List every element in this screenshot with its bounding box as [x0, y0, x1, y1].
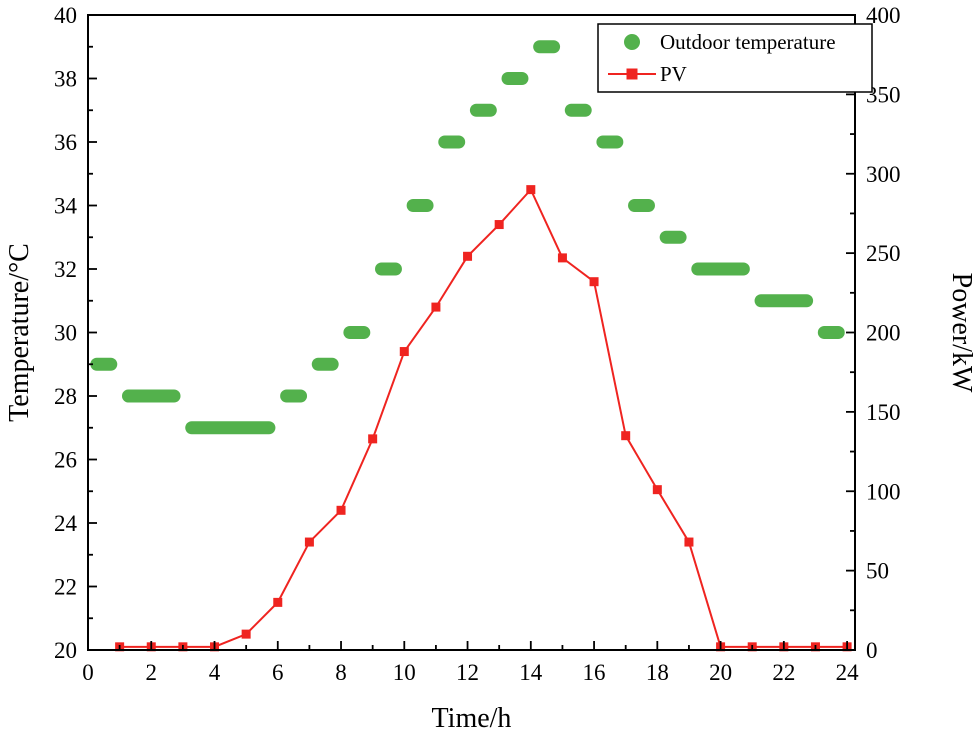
svg-text:16: 16 — [583, 660, 606, 685]
svg-text:50: 50 — [866, 559, 889, 584]
svg-text:0: 0 — [82, 660, 94, 685]
right-axis-title: Power/kW — [946, 273, 977, 393]
pv-marker — [589, 277, 599, 287]
pv-marker — [652, 485, 662, 495]
svg-text:14: 14 — [519, 660, 543, 685]
series-pv — [115, 185, 852, 652]
pv-marker — [494, 220, 504, 230]
tick-labels: 0 2 4 6 8 10 12 14 16 18 20 22 242022242628303234363… — [54, 3, 901, 685]
pv-marker — [368, 434, 378, 444]
axis-ticks — [87, 14, 855, 651]
pv-line — [119, 187, 848, 648]
svg-text:22: 22 — [772, 660, 795, 685]
svg-text:24: 24 — [836, 660, 860, 685]
left-axis-title: Temperature/°C — [4, 243, 35, 422]
svg-text:18: 18 — [646, 660, 669, 685]
svg-text:200: 200 — [866, 321, 901, 346]
pv-marker — [684, 537, 694, 547]
svg-text:36: 36 — [54, 130, 77, 155]
svg-text:40: 40 — [54, 3, 77, 28]
pv-marker — [273, 597, 283, 607]
pv-marker — [399, 347, 409, 357]
svg-text:20: 20 — [54, 638, 77, 663]
pv-marker — [526, 185, 536, 195]
svg-text:24: 24 — [54, 511, 78, 536]
series-outdoor-temperature — [90, 40, 845, 435]
pv-marker — [431, 302, 441, 312]
x-axis-title: Time/h — [432, 703, 512, 734]
legend-temperature-label: Outdoor temperature — [660, 30, 836, 54]
svg-text:28: 28 — [54, 384, 77, 409]
svg-text:30: 30 — [54, 321, 77, 346]
pv-marker — [304, 537, 314, 547]
svg-text:6: 6 — [272, 660, 284, 685]
pv-marker — [463, 251, 473, 261]
legend-pv-label: PV — [660, 62, 687, 86]
svg-text:100: 100 — [866, 479, 901, 504]
svg-text:38: 38 — [54, 67, 77, 92]
pv-marker — [557, 253, 567, 263]
svg-text:10: 10 — [393, 660, 416, 685]
svg-text:2: 2 — [146, 660, 158, 685]
svg-text:150: 150 — [866, 400, 901, 425]
svg-text:32: 32 — [54, 257, 77, 282]
svg-text:34: 34 — [54, 194, 78, 219]
svg-text:22: 22 — [54, 575, 77, 600]
legend-box — [597, 23, 873, 93]
svg-text:26: 26 — [54, 448, 77, 473]
pv-marker — [621, 431, 631, 441]
svg-text:4: 4 — [209, 660, 221, 685]
legend-pv-marker — [626, 68, 638, 80]
svg-text:250: 250 — [866, 241, 901, 266]
svg-text:20: 20 — [709, 660, 732, 685]
svg-text:12: 12 — [456, 660, 479, 685]
svg-text:0: 0 — [866, 638, 878, 663]
legend-temperature-marker — [624, 34, 640, 50]
pv-marker — [336, 505, 346, 515]
legend: Outdoor temperature PV — [597, 23, 873, 93]
svg-text:8: 8 — [335, 660, 347, 685]
pv-marker — [241, 629, 251, 639]
svg-text:300: 300 — [866, 162, 901, 187]
